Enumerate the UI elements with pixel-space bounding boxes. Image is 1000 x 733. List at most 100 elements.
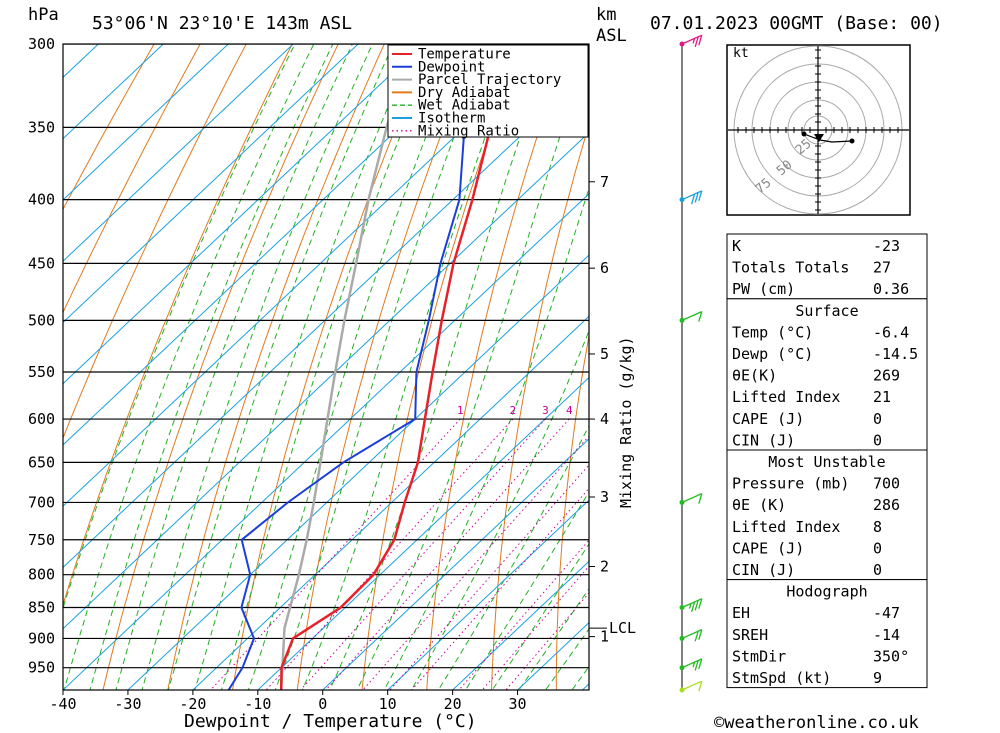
km-tick-label: 4: [600, 410, 609, 428]
legend-entry: Dry Adiabat: [418, 85, 511, 101]
asl-label: ASL: [596, 26, 627, 46]
wind-barb-staff: [681, 190, 703, 201]
parcel-trajectory-line: [279, 44, 412, 690]
index-value: -14.5: [873, 345, 918, 363]
hodograph-point: [801, 131, 807, 137]
mixing-ratio-line: [210, 418, 461, 690]
index-label: PW (cm): [732, 280, 795, 298]
wind-barb-flag: [694, 660, 699, 671]
km-tick-label: 7: [600, 173, 609, 191]
table-section: [726, 233, 928, 300]
wind-barb-staff: [681, 658, 703, 669]
index-value: 350°: [873, 647, 909, 665]
legend-entry: Dewpoint: [418, 59, 485, 75]
wind-barb-staff: [681, 629, 703, 640]
wet-adiabat-line: [329, 44, 554, 690]
km-axis: 7 6 5 4 3 2 1: [589, 173, 609, 646]
x-tick-label: -40: [49, 695, 76, 713]
dry-adiabat-line: [102, 44, 339, 690]
wind-barb-half: [692, 661, 696, 668]
table-section: [726, 298, 928, 451]
wind-barb-flag: [698, 493, 703, 504]
indices-table: K -23 Totals Totals 27 PW (cm) 0.36 Surface Tem…: [726, 233, 928, 689]
pressure-tick-label: 850: [28, 599, 55, 617]
wind-barb-staff: [681, 493, 703, 504]
index-value: 0: [873, 561, 882, 579]
table-section: [726, 579, 928, 689]
wind-barb-staff: [681, 311, 703, 321]
index-value: 8: [873, 518, 882, 536]
isotherm-line: [63, 44, 489, 446]
mixing-ratio-label: 1: [457, 404, 464, 417]
index-label: CIN (J): [732, 431, 795, 449]
wind-barb-flag: [698, 658, 703, 670]
x-tick-label: 10: [379, 695, 397, 713]
plot-frame: [62, 43, 590, 691]
mixing-ratio-line: [411, 487, 589, 690]
wet-adiabat-line: [383, 186, 589, 690]
mixing-ratio-line: [299, 418, 546, 690]
temperature-line: [279, 44, 554, 690]
dry-adiabat-line: [63, 44, 293, 607]
index-label: Lifted Index: [732, 518, 840, 536]
wind-barb-flag: [694, 36, 699, 47]
pressure-tick-label: 450: [28, 254, 55, 272]
mixing-ratio-line: [505, 592, 589, 690]
km-label: km: [596, 5, 616, 25]
mixing-ratio-line: [325, 418, 570, 690]
index-value: -14: [873, 626, 900, 644]
table-section-title: Most Unstable: [768, 453, 885, 471]
index-value: 0: [873, 410, 882, 428]
isotherm-line: [257, 376, 589, 690]
wet-adiabat-line: [544, 628, 589, 690]
dry-adiabat-line: [63, 44, 201, 314]
legend-entry: Parcel Trajectory: [418, 72, 561, 88]
pressure-tick-label: 500: [28, 311, 55, 329]
mixing-ratio-lines: [210, 418, 589, 690]
index-label: StmDir: [732, 647, 786, 665]
table-section-title: Hodograph: [786, 583, 867, 601]
isotherm-line: [63, 131, 589, 630]
dry-adiabat-line: [63, 44, 155, 211]
isotherm-line: [452, 560, 589, 690]
pressure-tick-label: 300: [28, 35, 55, 53]
legend-entry: Wet Adiabat: [418, 98, 511, 114]
index-label: K: [732, 237, 741, 255]
index-label: SREH: [732, 626, 768, 644]
index-label: EH: [732, 604, 750, 622]
wind-barb-flag: [698, 598, 703, 609]
mixing-ratio-labels: 1 2 3 4: [457, 404, 573, 417]
index-label: Temp (°C): [732, 323, 813, 341]
pressure-axis: 300 350 400 450 500 550 600 650 700 750 800 850 900 9…: [28, 35, 55, 677]
isotherm-line: [63, 44, 164, 140]
index-value: 286: [873, 496, 900, 514]
wind-barb-flag: [694, 192, 699, 203]
legend-entry: Temperature: [418, 47, 511, 63]
pressure-tick-label: 400: [28, 191, 55, 209]
index-label: CAPE (J): [732, 539, 804, 557]
legend-box: [387, 44, 589, 138]
wind-barb-flag: [698, 629, 703, 640]
pressure-tick-label: 700: [28, 493, 55, 511]
x-tick-label: -30: [114, 695, 141, 713]
legend-entry: Isotherm: [418, 111, 485, 127]
isotherm-line: [387, 499, 589, 690]
pressure-tick-label: 800: [28, 566, 55, 584]
datetime-title: 07.01.2023 00GMT (Base: 00): [650, 13, 943, 34]
mixing-ratio-line: [389, 464, 589, 690]
temperature-axis: -40 -30 -20 -10 0 10 20 30: [49, 690, 527, 713]
wind-barb-staff: [681, 598, 703, 609]
wind-barb-flag: [698, 35, 703, 46]
x-tick-label: 0: [318, 695, 327, 713]
wind-barb-staff: [681, 34, 703, 45]
index-value: 9: [873, 669, 882, 687]
pressure-tick-label: 350: [28, 118, 55, 136]
wind-barb-flag: [690, 193, 696, 205]
wind-barb-flag: [698, 681, 703, 692]
index-value: 700: [873, 475, 900, 493]
isotherm-line: [63, 44, 229, 201]
